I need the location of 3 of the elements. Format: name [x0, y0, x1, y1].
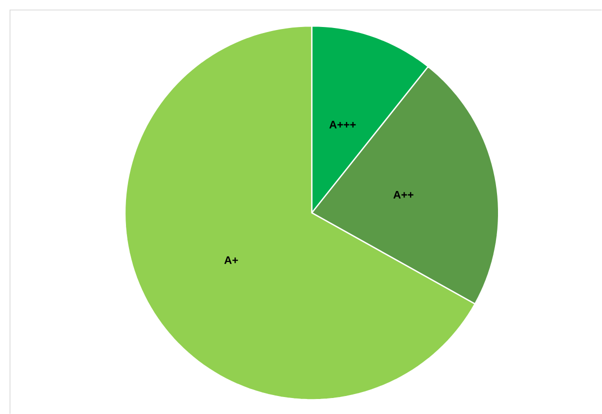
slice-label: A++ [393, 190, 414, 198]
slice-label: A+++ [329, 120, 356, 128]
slice-label: A+ [224, 256, 238, 264]
